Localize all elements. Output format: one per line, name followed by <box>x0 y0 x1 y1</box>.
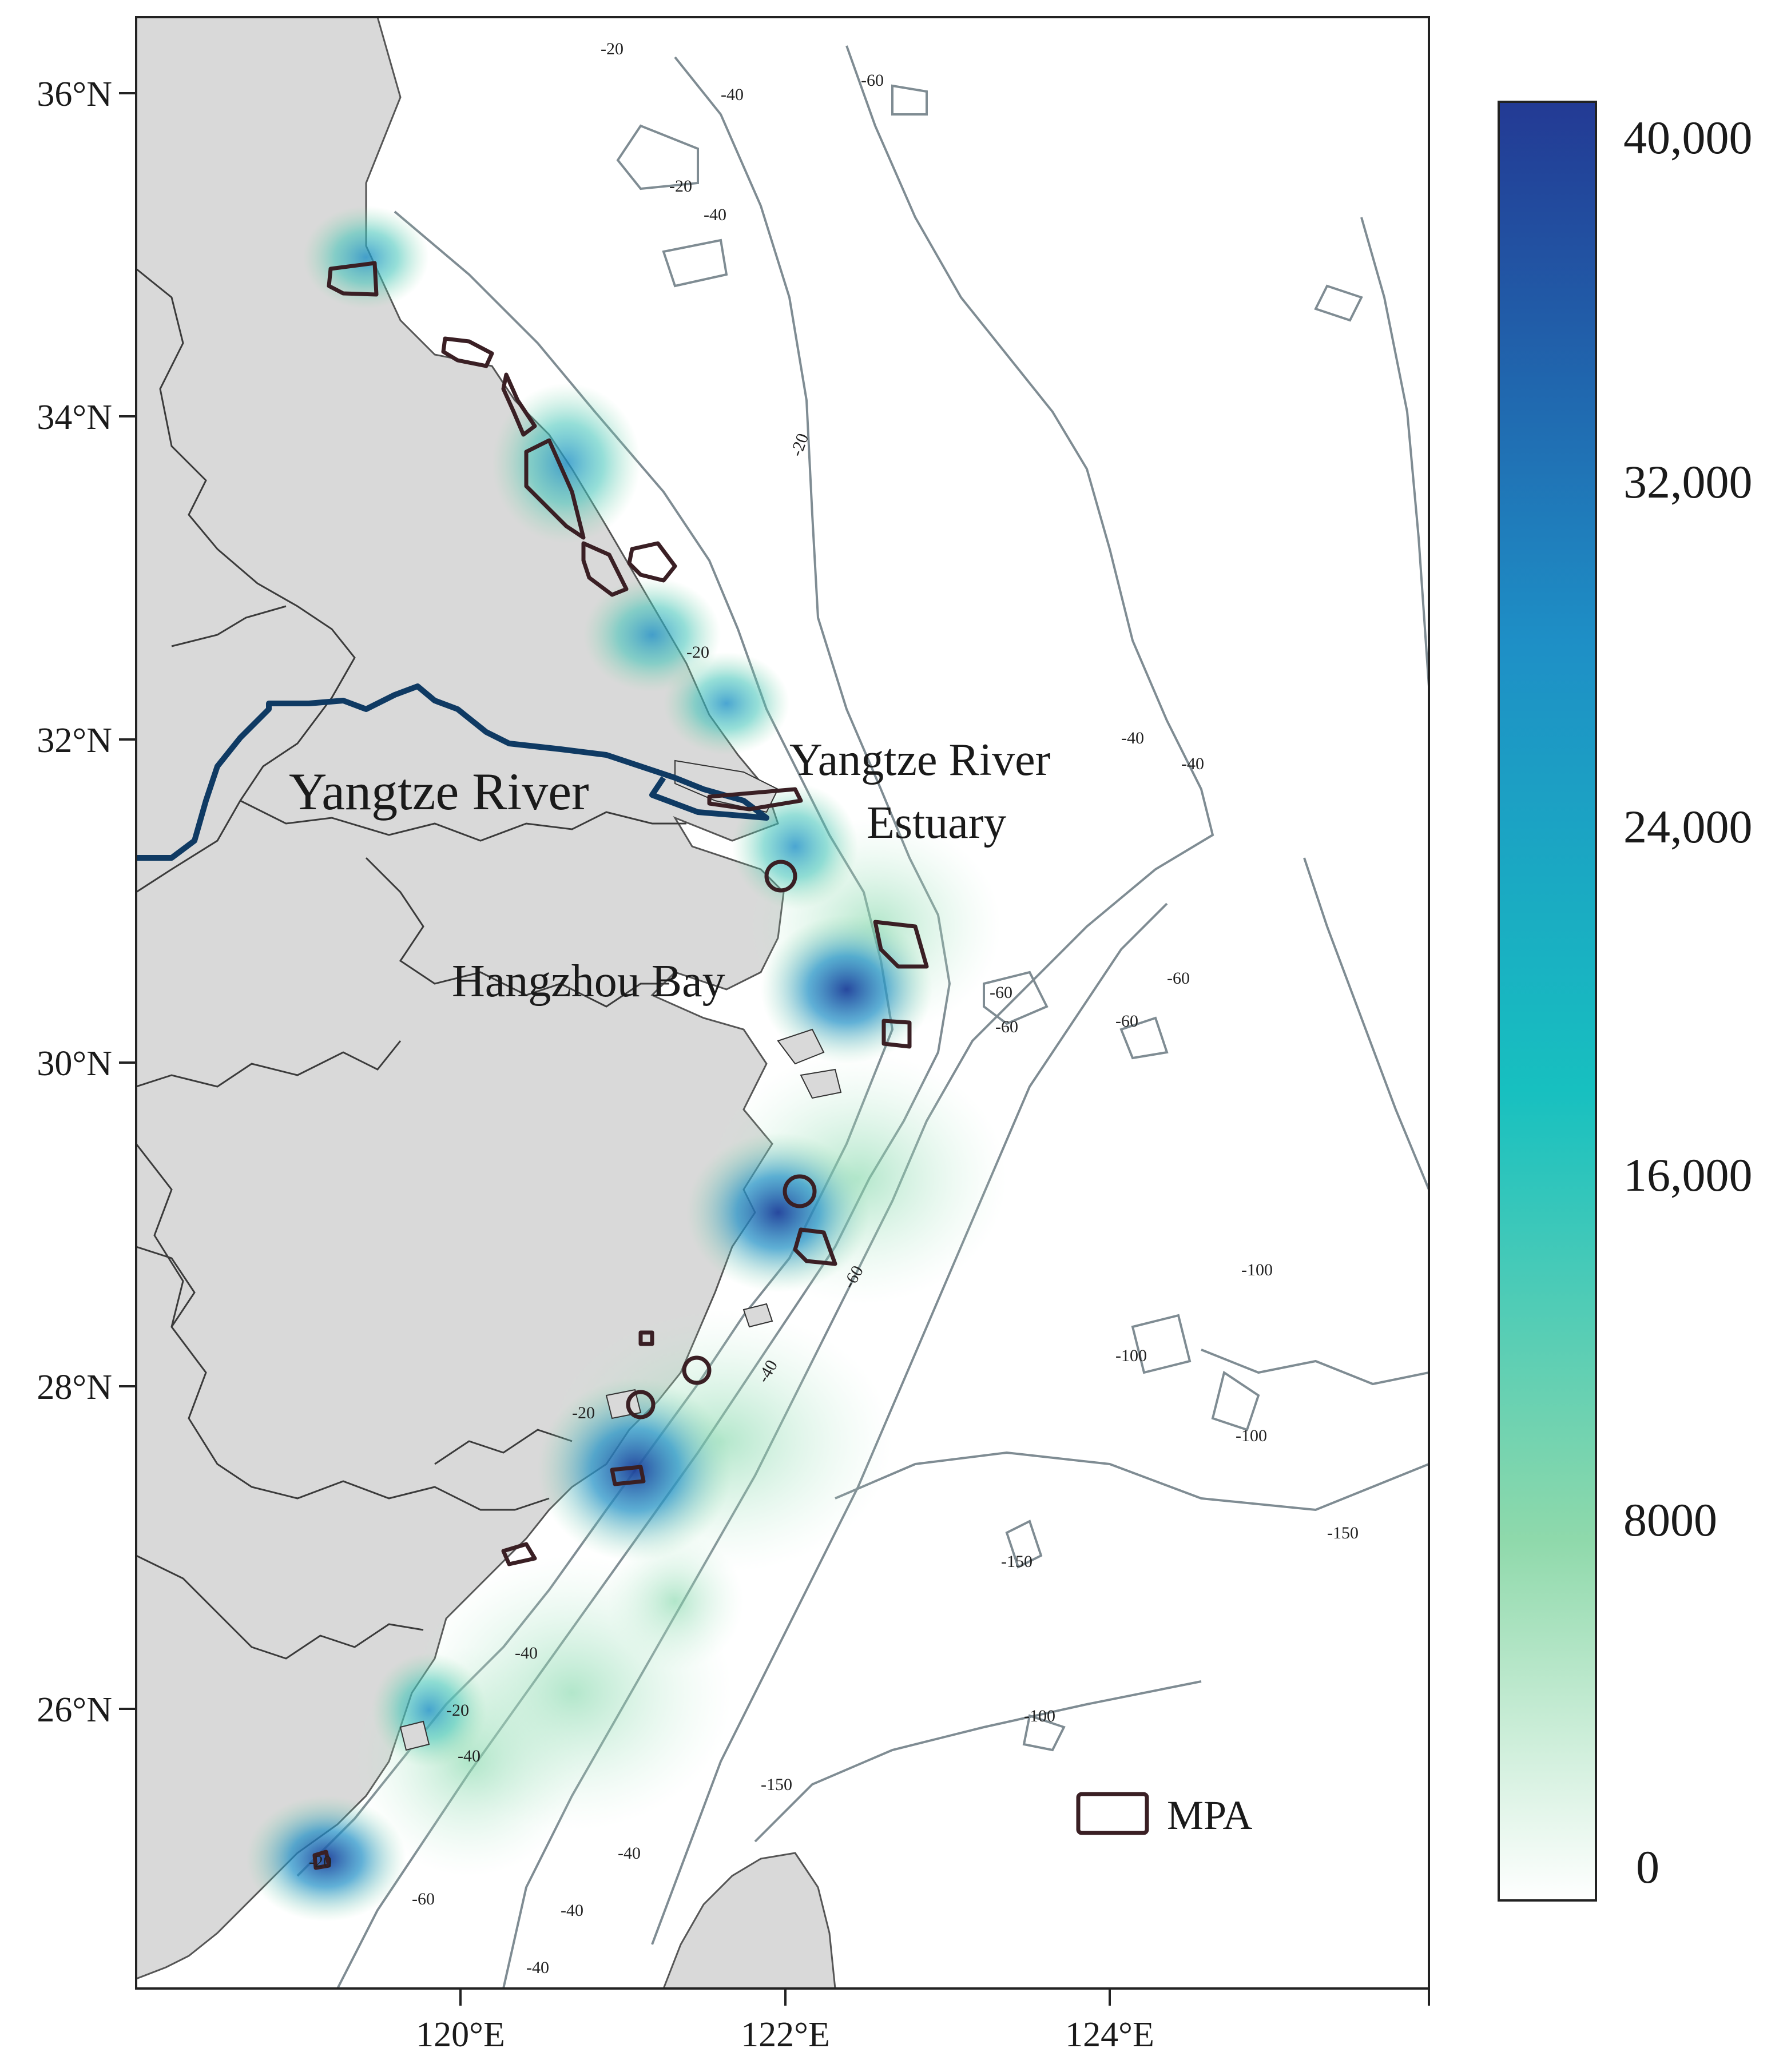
contour-label: -40 <box>721 85 744 104</box>
contour-label: -20 <box>601 39 624 58</box>
coastal-islands <box>399 759 842 1751</box>
contour-label: -40 <box>526 1958 549 1977</box>
taiwan-land <box>662 1852 836 1989</box>
contour-label: -60 <box>1167 969 1190 988</box>
estuary-label-line2: Estuary <box>867 798 1006 848</box>
lat-tick-label: 28°N <box>37 1368 112 1407</box>
contour-label: -150 <box>761 1775 792 1794</box>
contour-label: -40 <box>561 1901 583 1920</box>
colorbar-tick-label: 24,000 <box>1623 801 1753 853</box>
longitude-axis: 120°E 122°E 124°E <box>416 1989 1430 2054</box>
colorbar-ramp <box>1498 101 1597 1902</box>
contour-label: -40 <box>1181 754 1204 773</box>
lon-tick-label: 124°E <box>1065 2015 1154 2054</box>
mpa-polygons[interactable] <box>312 261 929 1870</box>
province-borders <box>136 268 686 1660</box>
contour-label: -100 <box>1236 1426 1267 1445</box>
lat-tick-label: 32°N <box>37 721 112 760</box>
latitude-axis: 36°N 34°N 32°N 30°N 28°N 26°N <box>37 75 136 1729</box>
colorbar-tick-label: 8000 <box>1623 1494 1717 1546</box>
colorbar: 40,000 32,000 24,000 16,000 8000 0 <box>1498 101 1753 1902</box>
hangzhou-bay-label: Hangzhou Bay <box>452 956 725 1007</box>
colorbar-tick-label: 16,000 <box>1623 1149 1753 1201</box>
lat-tick-label: 26°N <box>37 1691 112 1729</box>
contour-label: -20 <box>446 1701 469 1720</box>
contour-label: -40 <box>1121 729 1144 747</box>
contour-label: -60 <box>995 1017 1018 1036</box>
contour-label: -150 <box>1327 1524 1359 1542</box>
contour-label: -100 <box>1115 1346 1147 1365</box>
contour-label: -20 <box>572 1403 595 1422</box>
contour-label: -20 <box>669 177 692 196</box>
lon-tick-label: 122°E <box>741 2015 830 2054</box>
colorbar-tick-label: 32,000 <box>1623 456 1753 508</box>
contour-label: -60 <box>1115 1012 1138 1031</box>
contour-label: -40 <box>458 1747 480 1765</box>
colorbar-tick-label: 0 <box>1636 1841 1659 1893</box>
lat-tick-label: 34°N <box>37 398 112 437</box>
density-field <box>246 206 1007 1922</box>
contour-label: -40 <box>618 1844 641 1863</box>
map-frame <box>135 16 1430 1990</box>
contour-label: -20 <box>309 1852 332 1871</box>
contour-label: -60 <box>861 71 884 90</box>
contour-label: -60 <box>412 1890 435 1908</box>
contour-label: -100 <box>1024 1707 1055 1725</box>
estuary-label-line1: Yangtze River <box>789 735 1050 785</box>
mpa-legend-label: MPA <box>1167 1792 1252 1838</box>
lat-tick-label: 30°N <box>37 1044 112 1083</box>
yangtze-river-label: Yangtze River <box>289 762 589 821</box>
contour-label: -100 <box>1241 1260 1273 1279</box>
mpa-legend: MPA <box>1076 1792 1252 1838</box>
contour-label: -20 <box>686 643 709 662</box>
contour-label: -40 <box>704 205 726 224</box>
contour-labels: -20 -40 -60 -20 -40 -20 -20 -40 -40 -60 … <box>309 39 1359 1977</box>
lon-tick-label: 120°E <box>416 2015 505 2054</box>
mpa-legend-swatch <box>1076 1792 1149 1835</box>
contour-label: -40 <box>515 1644 538 1663</box>
lat-tick-label: 36°N <box>37 75 112 114</box>
contour-label: -150 <box>1001 1552 1032 1571</box>
contour-label: -60 <box>990 983 1012 1002</box>
colorbar-tick-label: 40,000 <box>1623 112 1753 164</box>
